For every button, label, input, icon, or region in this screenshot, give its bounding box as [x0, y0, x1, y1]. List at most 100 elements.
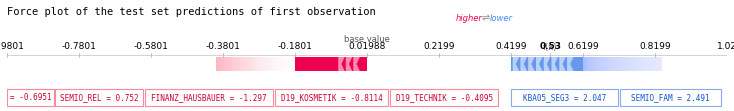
Bar [246, 57, 247, 71]
Bar [660, 57, 662, 71]
Text: -0.3801: -0.3801 [206, 42, 241, 51]
Bar [646, 57, 648, 71]
Bar [286, 57, 287, 71]
Bar [220, 57, 222, 71]
Bar [511, 57, 583, 71]
Bar [652, 57, 654, 71]
Bar [642, 57, 644, 71]
Text: 0.6199: 0.6199 [567, 42, 599, 51]
FancyBboxPatch shape [390, 89, 498, 106]
Bar [291, 57, 293, 71]
Text: 0.53: 0.53 [539, 42, 562, 51]
Polygon shape [559, 57, 566, 71]
Bar [233, 57, 236, 71]
Polygon shape [520, 57, 527, 71]
Text: 1.02: 1.02 [716, 42, 734, 51]
Bar [267, 57, 269, 71]
Text: = -0.6951: = -0.6951 [10, 93, 51, 102]
Bar [293, 57, 295, 71]
Bar [618, 57, 620, 71]
Bar [617, 57, 618, 71]
Bar [283, 57, 286, 71]
Bar [608, 57, 611, 71]
Bar [622, 57, 625, 71]
Text: base value: base value [344, 35, 390, 44]
Bar [247, 57, 250, 71]
Text: ⇌: ⇌ [482, 13, 490, 23]
Bar [644, 57, 646, 71]
Bar [226, 57, 228, 71]
Text: FINANZ_HAUSBAUER = -1.297: FINANZ_HAUSBAUER = -1.297 [151, 93, 266, 102]
Bar [266, 57, 267, 71]
Bar [654, 57, 656, 71]
FancyBboxPatch shape [511, 89, 618, 106]
Text: f(x): f(x) [543, 43, 558, 52]
Polygon shape [536, 57, 542, 71]
Bar [595, 57, 597, 71]
Bar [252, 57, 253, 71]
Bar [628, 57, 631, 71]
Bar [258, 57, 259, 71]
Text: Force plot of the test set predictions of first observation: Force plot of the test set predictions o… [7, 7, 376, 17]
Bar [658, 57, 660, 71]
Polygon shape [551, 57, 558, 71]
Polygon shape [528, 57, 534, 71]
Bar [640, 57, 642, 71]
Bar [218, 57, 220, 71]
Text: 0.2199: 0.2199 [424, 42, 454, 51]
Bar [277, 57, 279, 71]
Bar [589, 57, 591, 71]
Bar [232, 57, 233, 71]
Bar [586, 57, 589, 71]
Bar [275, 57, 277, 71]
Bar [603, 57, 605, 71]
Bar [626, 57, 628, 71]
Text: lower: lower [490, 14, 512, 23]
Bar [289, 57, 291, 71]
Bar [592, 57, 595, 71]
Bar [244, 57, 246, 71]
Text: 0.01988: 0.01988 [349, 42, 385, 51]
Bar [250, 57, 252, 71]
Bar [625, 57, 626, 71]
Bar [611, 57, 612, 71]
FancyBboxPatch shape [145, 89, 273, 106]
Text: 0.8199: 0.8199 [639, 42, 670, 51]
Bar [632, 57, 634, 71]
Bar [634, 57, 636, 71]
Text: -0.1801: -0.1801 [277, 42, 313, 51]
Bar [264, 57, 266, 71]
Bar [597, 57, 599, 71]
Bar [269, 57, 272, 71]
Bar [240, 57, 241, 71]
Bar [599, 57, 600, 71]
Bar [656, 57, 658, 71]
Bar [620, 57, 622, 71]
Bar [261, 57, 264, 71]
Text: D19_KOSMETIK = -0.8114: D19_KOSMETIK = -0.8114 [281, 93, 382, 102]
Bar [273, 57, 275, 71]
Text: -0.5801: -0.5801 [134, 42, 169, 51]
Text: SEMIO_FAM = 2.491: SEMIO_FAM = 2.491 [631, 93, 710, 102]
Text: higher: higher [455, 14, 482, 23]
Bar [224, 57, 226, 71]
Bar [216, 57, 218, 71]
Bar [230, 57, 232, 71]
Text: SEMIO_REL = 0.752: SEMIO_REL = 0.752 [59, 93, 139, 102]
FancyBboxPatch shape [7, 89, 54, 106]
Bar [281, 57, 283, 71]
FancyBboxPatch shape [55, 89, 143, 106]
Bar [222, 57, 224, 71]
Bar [585, 57, 586, 71]
Polygon shape [512, 57, 519, 71]
Polygon shape [346, 57, 352, 71]
Bar [631, 57, 632, 71]
Text: -0.9801: -0.9801 [0, 42, 25, 51]
Polygon shape [544, 57, 550, 71]
Bar [614, 57, 617, 71]
Bar [605, 57, 606, 71]
Bar [236, 57, 238, 71]
Bar [238, 57, 240, 71]
FancyBboxPatch shape [275, 89, 388, 106]
Bar [255, 57, 258, 71]
